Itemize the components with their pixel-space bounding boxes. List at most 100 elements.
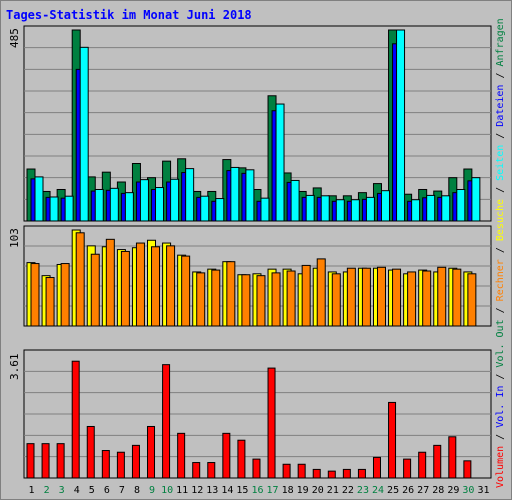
bar-seiten-day-4 [79,46,89,222]
legend-entry: Volumen [495,446,506,488]
bar-rechner-day-21 [331,273,341,327]
bar-rechner-day-28 [437,266,447,327]
x-tick-label: 3 [59,485,65,496]
x-tick-label: 9 [149,485,155,496]
legend-entry: Anfragen [495,18,506,66]
bar-volumen-day-24 [372,456,381,479]
bar-volumen-day-28 [433,444,442,479]
bar-rechner-day-3 [60,263,70,327]
x-tick-label: 5 [89,485,95,496]
bar-rechner-day-10 [166,245,176,327]
x-tick-label: 10 [161,485,173,496]
bar-volumen-day-19 [297,463,306,479]
bar-seiten-day-1 [34,176,44,222]
bar-seiten-day-21 [335,199,345,222]
bar-seiten-day-26 [411,199,421,222]
x-tick-label: 30 [462,485,474,496]
bar-seiten-day-13 [215,198,225,222]
legend-entry: / [495,368,506,386]
bar-volumen-day-15 [237,439,246,479]
legend-entry: / [495,428,506,446]
bar-volumen-day-23 [357,468,366,479]
bar-seiten-day-19 [305,194,315,222]
bar-volumen-day-17 [267,367,276,479]
legend-entry: / [495,127,506,145]
bar-volumen-day-6 [101,450,110,479]
x-tick-label: 14 [221,485,233,496]
bar-volumen-day-16 [252,458,261,479]
x-tick-label: 8 [134,485,140,496]
x-tick-label: 7 [119,485,125,496]
bar-volumen-day-21 [327,470,336,479]
bar-seiten-day-9 [155,187,165,222]
bar-volumen-day-5 [86,425,95,479]
bar-rechner-day-17 [271,272,281,327]
x-tick-label: 19 [297,485,309,496]
series-legend: Volumen / Vol. In / Vol. Out / Rechner /… [495,18,506,488]
bar-seiten-day-5 [94,188,104,222]
x-tick-label: 25 [387,485,399,496]
bar-seiten-day-30 [471,177,481,222]
bar-rechner-day-27 [422,270,432,327]
x-tick-label: 4 [74,485,80,496]
bar-rechner-day-14 [226,261,236,327]
bar-volumen-day-2 [41,443,50,479]
x-tick-label: 28 [432,485,444,496]
x-tick-label: 1 [29,485,35,496]
x-tick-label: 11 [176,485,188,496]
legend-entry: Seiten [495,145,506,181]
bar-volumen-day-22 [342,468,351,479]
bar-volumen-day-26 [403,458,412,479]
x-tick-label: 12 [191,485,203,496]
bar-rechner-day-29 [452,268,462,327]
x-tick-label: 29 [447,485,459,496]
x-tick-label: 16 [251,485,263,496]
bar-seiten-day-18 [290,179,300,222]
bar-rechner-day-13 [211,269,221,327]
bar-seiten-day-11 [185,168,195,222]
bar-volumen-day-4 [71,360,80,479]
x-tick-label: 15 [236,485,248,496]
bar-volumen-day-30 [463,460,472,479]
bar-rechner-day-24 [376,266,386,327]
bar-volumen-day-29 [448,436,457,479]
legend-entry: Dateien [495,85,506,127]
bar-seiten-day-25 [396,29,406,222]
bar-seiten-day-22 [350,199,360,222]
x-tick-label: 27 [417,485,429,496]
bar-rechner-day-22 [346,267,356,327]
x-tick-label: 6 [104,485,110,496]
x-tick-label: 17 [267,485,279,496]
bar-seiten-day-10 [170,178,180,222]
legend-entry: / [495,301,506,319]
legend-entry: / [495,241,506,259]
bar-seiten-day-23 [365,196,375,222]
bar-volumen-day-11 [177,432,186,479]
bar-seiten-day-7 [124,192,134,222]
bar-seiten-day-29 [456,188,466,222]
x-tick-label: 20 [312,485,324,496]
panel-volume-ymax-label: 3.61 [8,354,21,381]
bar-rechner-day-6 [105,238,115,327]
bar-volumen-day-8 [131,444,140,479]
bar-rechner-day-16 [256,275,266,327]
panel-visits-ymax-label: 103 [8,228,21,248]
bar-volumen-day-18 [282,463,291,479]
bar-volumen-day-9 [147,425,156,479]
bar-seiten-day-15 [245,169,255,222]
bar-seiten-day-20 [320,195,330,222]
bar-rechner-day-23 [361,267,371,327]
bar-rechner-day-12 [196,272,206,327]
chart-title: Tages-Statistik im Monat Juni 2018 [6,8,252,22]
panel-requests-ymax-label: 485 [8,28,21,48]
bar-seiten-day-8 [139,179,149,222]
bar-rechner-day-11 [181,255,191,327]
bar-rechner-day-18 [286,270,296,327]
x-tick-label: 23 [357,485,369,496]
bar-rechner-day-5 [90,253,100,327]
bar-rechner-day-4 [75,232,85,327]
legend-entry: Vol. Out [495,319,506,367]
legend-entry: / [495,181,506,199]
bar-seiten-day-24 [380,190,390,222]
